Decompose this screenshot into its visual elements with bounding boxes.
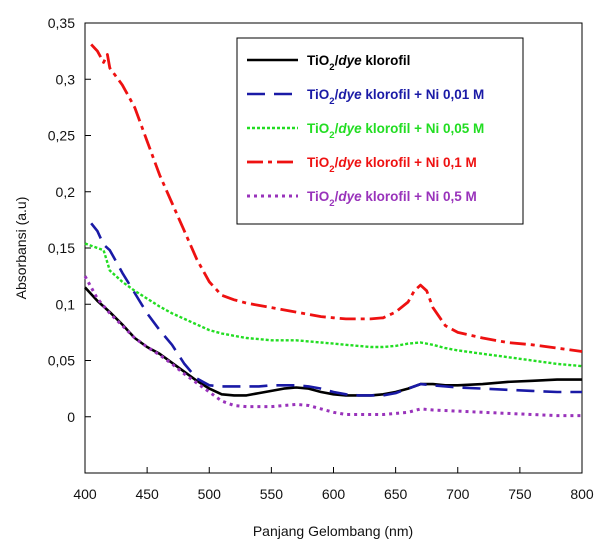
x-axis-label: Panjang Gelombang (nm) (253, 523, 413, 539)
legend-label-2: TiO2/dye klorofil + Ni 0,01 M (307, 87, 484, 107)
y-tick-label: 0,3 (56, 71, 76, 87)
legend-box (236, 37, 524, 225)
x-tick-label: 650 (384, 486, 408, 502)
y-tick-label: 0 (67, 409, 75, 425)
series-line-4 (90, 43, 583, 353)
x-tick-label: 400 (73, 486, 97, 502)
legend-label-1: TiO2/dye klorofil (307, 53, 410, 73)
y-tick-label: 0,1 (56, 296, 76, 312)
y-tick-label: 0,25 (48, 128, 75, 144)
legend-label-3: TiO2/dye klorofil + Ni 0,05 M (307, 121, 484, 141)
y-tick-label: 0,15 (48, 240, 75, 256)
legend: TiO2/dye klorofil TiO2/dye klorofil + Ni … (236, 37, 524, 225)
x-tick-label: 450 (135, 486, 159, 502)
y-tick-label: 0,2 (56, 184, 76, 200)
x-tick-label: 550 (260, 486, 284, 502)
x-tick-label: 750 (508, 486, 532, 502)
series-line-3 (84, 242, 583, 368)
x-tick-label: 600 (322, 486, 346, 502)
series-line-5 (83, 275, 582, 418)
series-line-2 (90, 222, 582, 397)
y-axis: 0 0,05 0,1 0,15 0,2 0,25 0,3 0,35 (48, 15, 91, 425)
y-axis-label: Absorbansi (a.u) (13, 197, 29, 300)
series-lines (83, 43, 583, 418)
y-tick-label: 0,35 (48, 15, 75, 31)
legend-label-4: TiO2/dye klorofil + Ni 0,1 M (307, 155, 477, 175)
x-tick-label: 500 (198, 486, 222, 502)
legend-label-5: TiO2/dye klorofil + Ni 0,5 M (307, 189, 477, 209)
x-axis: 400 450 500 550 600 650 700 750 800 (73, 467, 594, 502)
x-tick-label: 800 (570, 486, 594, 502)
y-tick-label: 0,05 (48, 353, 75, 369)
x-tick-label: 700 (446, 486, 470, 502)
